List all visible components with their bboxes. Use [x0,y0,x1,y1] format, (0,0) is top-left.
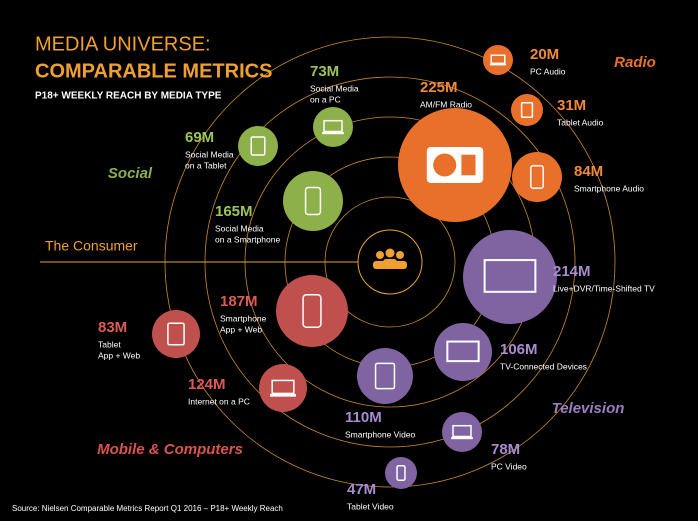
bubble [259,364,307,412]
icon [433,153,457,177]
bubble [152,310,200,358]
icon [530,165,544,189]
bubble [357,348,413,404]
icon [322,131,344,135]
node-value: 106M [500,341,538,358]
group-label: Radio [614,54,656,71]
node-label: on a PC [310,94,341,104]
node-value: 187M [220,293,258,310]
bubble [442,412,482,452]
center-label: The Consumer [45,238,138,254]
icon [323,119,343,133]
bubble [463,230,557,324]
bubble [313,107,353,147]
icon [302,294,322,328]
bubble [512,152,562,202]
node-value: 69M [185,129,214,146]
group-label: Television [552,400,625,417]
node-label: AM/FM Radio [420,99,472,109]
group-label: Mobile & Computers [97,441,243,458]
icon [396,465,406,481]
node-label: Social Media [310,83,359,93]
node-label: PC Video [491,461,527,471]
node-label: Internet on a PC [188,396,250,406]
node-label: on a Tablet [185,160,227,170]
bubble [283,171,343,231]
icon [461,154,476,176]
node-label: Tablet [98,339,121,349]
node-value: 78M [491,441,520,458]
node-label: Tablet Audio [557,117,604,127]
node-value: 110M [345,409,382,426]
icon [374,362,396,390]
node-label: Tablet Video [347,501,394,511]
node-label: PC Audio [530,66,566,76]
consumer-icon [373,248,407,269]
icon [270,393,296,397]
node-value: 47M [347,481,376,498]
node-label: Live+DVR/Time-Shifted TV [553,283,655,293]
node-value: 165M [215,203,253,220]
icon [250,136,266,156]
node-value: 124M [188,376,226,393]
bubble [483,45,513,75]
icon [490,54,506,65]
bubble [434,323,492,381]
node-label: TV-Connected Devices [500,361,587,371]
icon [452,424,472,438]
bubble [385,457,417,489]
group-label: Social [108,165,153,182]
icon [446,340,480,363]
icon [451,436,473,440]
node-label: Smartphone Audio [574,183,644,193]
icon [520,102,534,118]
bubble [276,275,348,347]
icon [483,259,537,293]
bubble [238,126,278,166]
node-value: 214M [553,263,591,280]
bubble [511,94,543,126]
node-label: on a Smartphone [215,234,280,244]
icon [167,322,185,346]
node-label: App + Web [98,350,140,360]
node-value: 73M [310,63,339,80]
node-value: 83M [98,319,127,336]
node-value: 225M [420,79,458,96]
icon [304,186,322,216]
node-value: 31M [557,97,586,114]
title-line2: COMPARABLE METRICS [35,60,272,82]
icon [271,379,295,395]
icon [489,63,507,66]
node-value: 84M [574,163,603,180]
node-label: Social Media [215,223,264,233]
source: Source: Nielsen Comparable Metrics Repor… [12,504,283,513]
node-label: Smartphone [220,313,267,323]
node-label: Smartphone Video [345,429,416,439]
subtitle: P18+ WEEKLY REACH BY MEDIA TYPE [35,91,222,102]
node-label: App + Web [220,324,262,334]
node-value: 20M [530,46,559,63]
title-line1: MEDIA UNIVERSE: [35,33,211,55]
node-label: Social Media [185,149,234,159]
